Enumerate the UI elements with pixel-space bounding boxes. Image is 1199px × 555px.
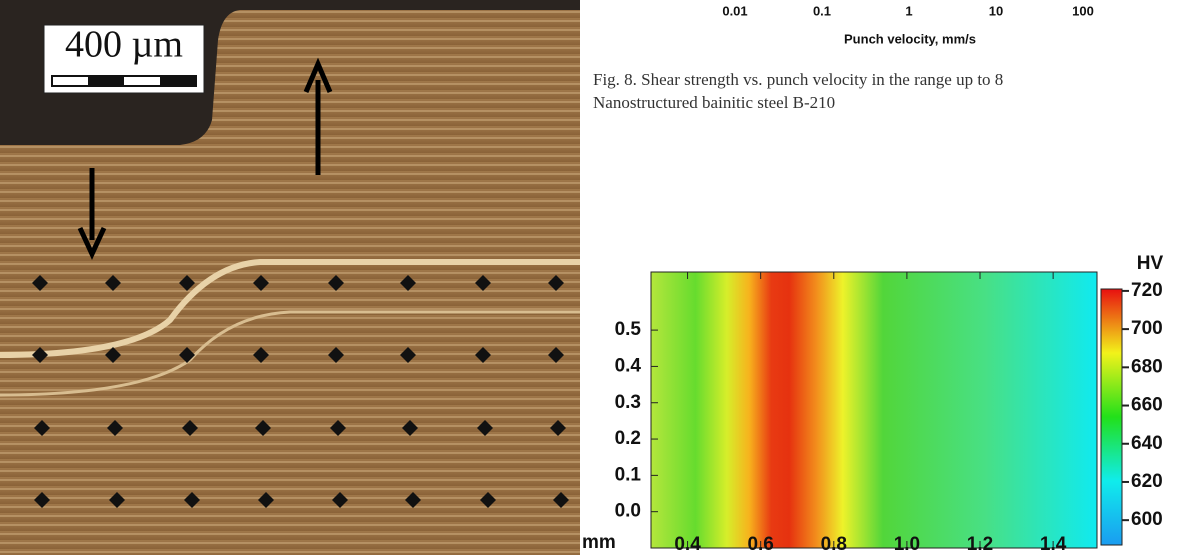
x-tick-label: 0.1: [813, 3, 831, 18]
contour-field: [650, 271, 1098, 549]
indent: [253, 275, 269, 291]
x-tick-label: 0.4: [674, 534, 701, 555]
indent: [553, 492, 569, 508]
indent: [475, 275, 491, 291]
indent: [548, 347, 564, 363]
colorbar-tick-label: 720: [1131, 280, 1163, 301]
indent: [405, 492, 421, 508]
indent: [330, 420, 346, 436]
arrow: [77, 168, 107, 260]
x-tick-label: 0.6: [747, 534, 773, 555]
indent: [480, 492, 496, 508]
scale-bar-segment: [88, 77, 124, 85]
colorbar-tick-label: 700: [1131, 318, 1163, 339]
velocity-axis: Punch velocity, mm/s 0.01 0.1 1 10 100: [722, 3, 1094, 46]
scale-bar-segment: [160, 77, 196, 85]
indent: [402, 420, 418, 436]
indent: [107, 420, 123, 436]
indent: [179, 275, 195, 291]
indent: [105, 275, 121, 291]
caption-line: Nanostructured bainitic steel B-210: [593, 93, 835, 112]
axis-unit: mm: [582, 532, 616, 553]
micrograph: 400 µm: [0, 0, 580, 555]
indent: [400, 275, 416, 291]
colorbar-tick-label: 620: [1131, 471, 1163, 492]
indent: [258, 492, 274, 508]
x-tick-label: 0.01: [722, 3, 747, 18]
flow-line: [0, 259, 580, 358]
indent: [548, 275, 564, 291]
indent: [255, 420, 271, 436]
y-tick-label: 0.5: [615, 319, 642, 340]
y-tick-label: 0.1: [615, 464, 642, 485]
colorbar-tick-label: 600: [1131, 509, 1163, 530]
x-tick-label: 1.0: [894, 534, 920, 555]
colorbar-label: HV: [1137, 253, 1164, 274]
indent: [328, 275, 344, 291]
indent: [182, 420, 198, 436]
colorbar-tick-label: 640: [1131, 433, 1163, 454]
y-tick-label: 0.3: [615, 392, 641, 413]
indent: [550, 420, 566, 436]
x-tick-label: 1: [905, 3, 912, 18]
indent: [105, 347, 121, 363]
caption-line: Fig. 8. Shear strength vs. punch velocit…: [593, 70, 1003, 89]
indent: [253, 347, 269, 363]
x-tick-label: 1.2: [967, 534, 993, 555]
y-tick-label: 0.0: [615, 501, 641, 522]
colorbar: [1100, 288, 1123, 546]
x-axis-label: Punch velocity, mm/s: [844, 31, 976, 46]
x-tick-label: 1.4: [1040, 534, 1067, 555]
hardness-map: mm HV 0.4 0.6 0.8 1.0 1.2 1.4 0.0 0.1 0.2 0.3 0.4 0…: [582, 253, 1164, 555]
indent: [34, 492, 50, 508]
x-tick-label: 10: [989, 3, 1003, 18]
indent: [184, 492, 200, 508]
indent: [400, 347, 416, 363]
y-tick-label: 0.4: [615, 355, 642, 376]
indent: [34, 420, 50, 436]
colorbar-tick-label: 660: [1131, 395, 1163, 416]
indent: [477, 420, 493, 436]
indent: [475, 347, 491, 363]
indent: [332, 492, 348, 508]
x-tick-label: 100: [1072, 3, 1094, 18]
scale-label: 400 µm: [65, 24, 183, 66]
arrow: [303, 57, 333, 175]
indent-grid: [32, 275, 569, 508]
indent: [179, 347, 195, 363]
y-tick-label: 0.2: [615, 428, 641, 449]
x-tick-label: 0.8: [821, 534, 847, 555]
colorbar-tick-label: 680: [1131, 356, 1163, 377]
indent: [32, 275, 48, 291]
indent: [328, 347, 344, 363]
indent: [32, 347, 48, 363]
indent: [109, 492, 125, 508]
